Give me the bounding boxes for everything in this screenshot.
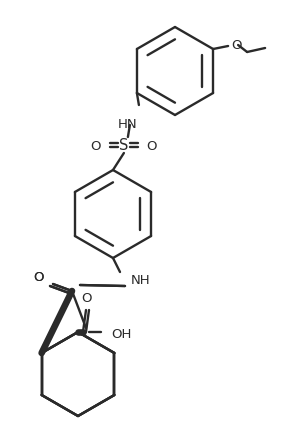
Text: O: O (91, 139, 101, 152)
Text: O: O (33, 271, 44, 284)
Text: O: O (147, 139, 157, 152)
Text: O: O (33, 271, 44, 284)
Text: O: O (231, 38, 242, 51)
Text: HN: HN (118, 118, 138, 131)
Text: S: S (119, 138, 128, 153)
Text: O: O (82, 291, 92, 304)
Text: OH: OH (111, 328, 131, 341)
Text: NH: NH (131, 274, 151, 287)
